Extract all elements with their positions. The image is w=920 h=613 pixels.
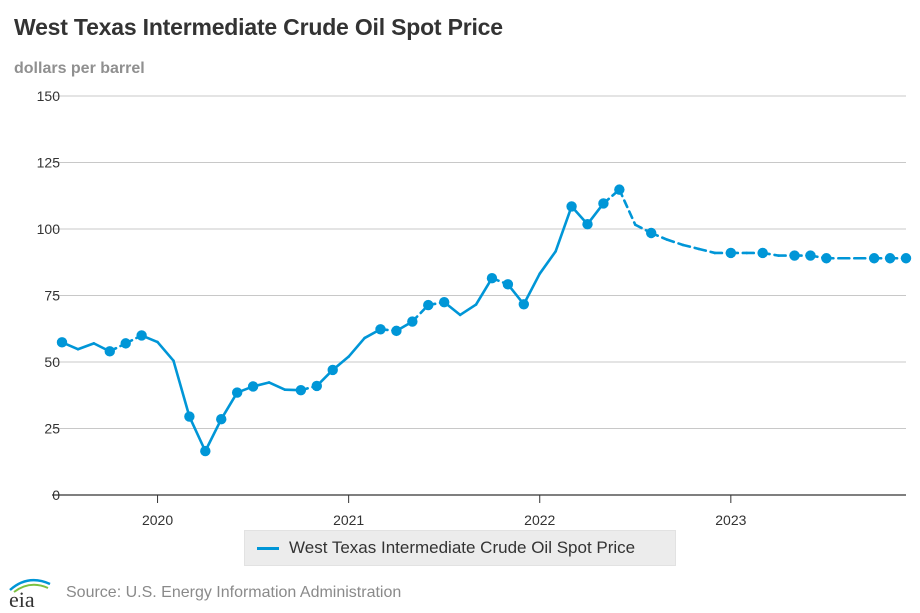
data-point-2022-03: [566, 201, 577, 212]
y-tick-label-100: 100: [37, 221, 61, 237]
data-point-2020-03: [184, 411, 195, 422]
series-segment: [76, 342, 96, 351]
svg-text:eia: eia: [9, 587, 35, 610]
y-tick-label-25: 25: [44, 421, 60, 437]
y-tick-label-50: 50: [44, 354, 60, 370]
series-segment: [681, 243, 701, 251]
series-segment: [267, 381, 287, 391]
gridlines: [52, 95, 906, 496]
data-point-2019-11: [120, 338, 131, 349]
y-axis-unit-label: dollars per barrel: [14, 60, 145, 77]
data-point-2020-11: [311, 380, 322, 392]
data-point-2020-07: [247, 381, 259, 392]
legend[interactable]: West Texas Intermediate Crude Oil Spot P…: [244, 530, 676, 566]
data-point-2023-12: [900, 253, 912, 264]
data-point-2023-10: [868, 253, 880, 264]
y-tick-label-125: 125: [37, 155, 61, 171]
chart-title: West Texas Intermediate Crude Oil Spot P…: [14, 14, 503, 40]
series-segment: [204, 417, 223, 453]
data-point-2021-07: [438, 296, 450, 308]
legend-swatch: [257, 546, 279, 550]
data-point-2023-07: [821, 253, 832, 264]
data-point-2021-03: [375, 324, 386, 335]
y-tick-label-150: 150: [37, 88, 61, 104]
series-segment: [172, 359, 191, 418]
series-segment: [156, 340, 175, 362]
series-segment: [618, 188, 637, 227]
series-segment: [554, 205, 573, 253]
x-axis-ticks: 2020 2021 2022 2023: [142, 495, 747, 528]
data-point-2020-05: [216, 413, 227, 425]
legend-label-wti: West Texas Intermediate Crude Oil Spot P…: [289, 538, 636, 557]
series-segment: [538, 250, 557, 275]
footer: eia Source: U.S. Energy Information Admi…: [0, 572, 920, 612]
data-point-2020-12: [327, 364, 338, 376]
data-point-2022-08: [646, 227, 657, 239]
series-segment: [188, 415, 207, 453]
data-point-2019-10: [104, 346, 115, 357]
x-tick-label-2023: 2023: [715, 512, 746, 528]
y-tick-label-75: 75: [44, 288, 60, 304]
data-point-2021-05: [407, 316, 418, 327]
source-note: Source: U.S. Energy Information Administ…: [66, 584, 402, 601]
series-segment: [665, 238, 685, 247]
data-point-2022-05: [598, 198, 609, 209]
data-point-2020-06: [231, 387, 243, 398]
series-markers: [56, 184, 912, 457]
series-segment: [697, 247, 717, 255]
data-point-2020-10: [295, 384, 307, 396]
eia-logo-icon: eia: [9, 578, 51, 610]
y-axis-ticks: 0 25 50 75 100 125 150: [37, 88, 61, 503]
x-tick-label-2020: 2020: [142, 512, 173, 528]
data-point-2019-12: [136, 330, 147, 341]
data-point-2021-04: [391, 325, 402, 337]
data-point-2019-07: [56, 337, 68, 348]
x-tick-label-2022: 2022: [524, 512, 555, 528]
data-point-2021-12: [518, 299, 530, 310]
data-point-2020-04: [200, 445, 211, 457]
data-point-2023-01: [725, 247, 737, 259]
data-point-2021-11: [502, 279, 514, 290]
data-point-2022-06: [614, 184, 625, 195]
series-segment: [458, 303, 478, 317]
data-point-2023-06: [805, 250, 816, 261]
series-segment: [522, 272, 542, 306]
data-point-2023-05: [789, 250, 800, 261]
y-tick-label-0: 0: [52, 487, 60, 503]
x-tick-label-2021: 2021: [333, 512, 364, 528]
data-point-2023-03: [757, 247, 768, 259]
data-point-2021-06: [423, 299, 434, 311]
data-point-2022-04: [582, 219, 593, 230]
series-segment: [347, 336, 366, 358]
data-point-2021-10: [486, 273, 498, 284]
data-point-2023-11: [884, 253, 896, 264]
